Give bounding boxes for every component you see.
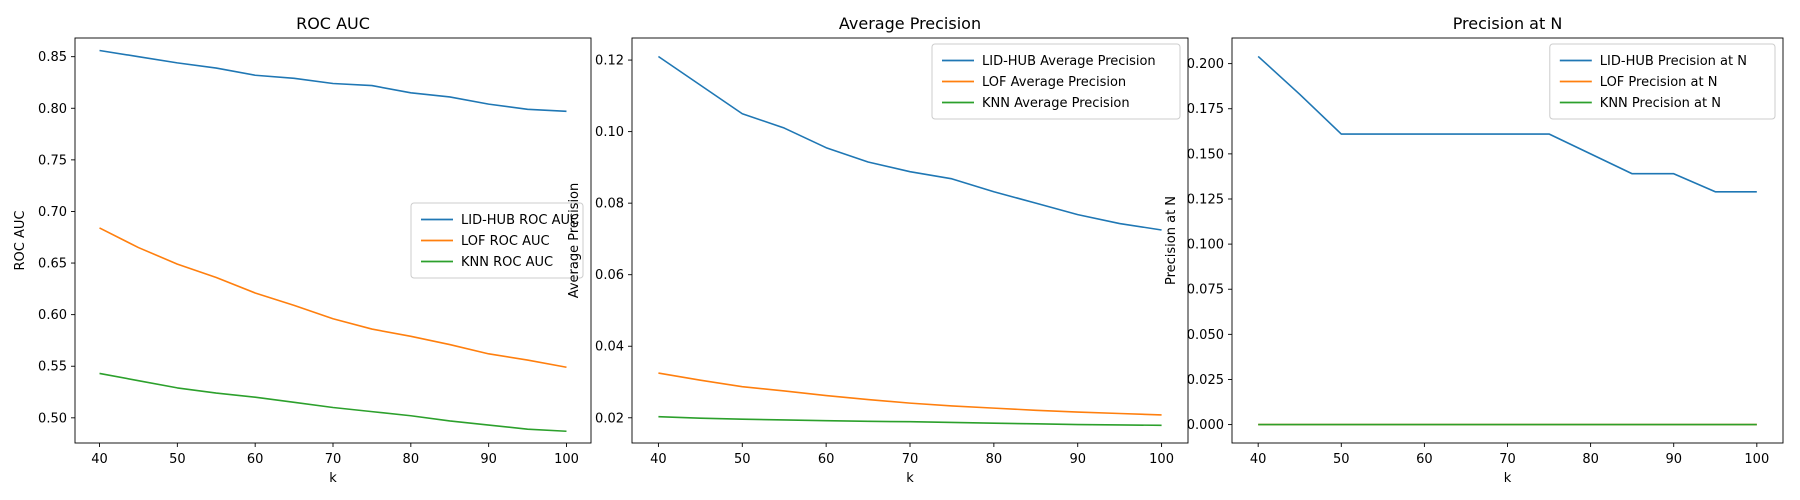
x-tick-label: 90 bbox=[1665, 452, 1682, 467]
chart-panel-1: ROC AUC 40 50 60 70 80 90 100 0.50 0.55 0.60 0.65 0.… bbox=[13, 14, 592, 486]
series-line bbox=[99, 372, 567, 433]
x-tick-label: 50 bbox=[1333, 452, 1350, 467]
y-tick-label: 0.02 bbox=[595, 411, 624, 426]
y-axis-label: ROC AUC bbox=[13, 211, 28, 271]
legend: LID-HUB Precision at N LOF Precision at N… bbox=[1549, 43, 1776, 120]
x-axis-label: k bbox=[1504, 471, 1512, 486]
legend-entry: LID-HUB Precision at N bbox=[1600, 54, 1747, 69]
y-tick-label: 0.85 bbox=[38, 50, 67, 65]
x-tick-label: 100 bbox=[1744, 452, 1769, 467]
x-tick-label: 100 bbox=[1149, 452, 1174, 467]
legend-frame bbox=[931, 43, 1181, 120]
legend-entry: KNN Average Precision bbox=[982, 96, 1130, 111]
y-tick-label: 0.80 bbox=[38, 102, 67, 117]
x-tick-label: 90 bbox=[480, 452, 497, 467]
legend-entry: LID-HUB ROC AUC bbox=[461, 213, 579, 228]
x-tick-label: 70 bbox=[1499, 452, 1516, 467]
x-tick-label: 60 bbox=[247, 452, 264, 467]
y-tick-label: 0.65 bbox=[38, 257, 67, 272]
x-tick-label: 60 bbox=[818, 452, 835, 467]
x-tick-label: 80 bbox=[986, 452, 1003, 467]
y-tick-label: 0.55 bbox=[38, 360, 67, 375]
x-axis-label: k bbox=[906, 471, 914, 486]
series-line bbox=[658, 415, 1162, 427]
legend-entry: LOF Precision at N bbox=[1600, 75, 1718, 90]
x-tick-label: 40 bbox=[650, 452, 667, 467]
chart-title: Precision at N bbox=[1453, 14, 1563, 33]
y-tick-label: 0.025 bbox=[1187, 373, 1224, 388]
y-tick-label: 0.08 bbox=[595, 197, 624, 212]
y-tick-label: 0.000 bbox=[1187, 418, 1224, 433]
x-tick-label: 80 bbox=[403, 452, 420, 467]
x-tick-label: 90 bbox=[1069, 452, 1086, 467]
x-tick-label: 40 bbox=[91, 452, 108, 467]
y-tick-label: 0.10 bbox=[595, 125, 624, 140]
y-tick-label: 0.175 bbox=[1187, 102, 1224, 117]
y-tick-label: 0.60 bbox=[38, 308, 67, 323]
series-line bbox=[658, 372, 1162, 416]
y-tick-label: 0.125 bbox=[1187, 192, 1224, 207]
legend: LID-HUB Average Precision LOF Average Pre… bbox=[931, 43, 1181, 120]
legend-entry: LOF ROC AUC bbox=[461, 234, 550, 249]
y-tick-label: 0.12 bbox=[595, 54, 624, 69]
legend-entry: KNN ROC AUC bbox=[461, 255, 553, 270]
series-line bbox=[657, 55, 1162, 231]
y-tick-label: 0.150 bbox=[1187, 147, 1224, 162]
x-tick-label: 100 bbox=[554, 452, 579, 467]
legend-entry: LID-HUB Average Precision bbox=[982, 54, 1156, 69]
y-tick-label: 0.200 bbox=[1187, 57, 1224, 72]
series-line bbox=[1257, 55, 1757, 193]
x-tick-label: 50 bbox=[169, 452, 186, 467]
x-tick-label: 70 bbox=[325, 452, 342, 467]
legend-frame bbox=[1549, 43, 1776, 120]
x-tick-label: 80 bbox=[1582, 452, 1599, 467]
x-axis-label: k bbox=[329, 471, 337, 486]
x-tick-label: 60 bbox=[1416, 452, 1433, 467]
y-tick-label: 0.050 bbox=[1187, 328, 1224, 343]
legend-entry: KNN Precision at N bbox=[1600, 96, 1721, 111]
y-tick-label: 0.75 bbox=[38, 153, 67, 168]
y-tick-label: 0.100 bbox=[1187, 238, 1224, 253]
y-axis-label: Average Precision bbox=[567, 183, 582, 299]
y-tick-label: 0.075 bbox=[1187, 283, 1224, 298]
x-tick-label: 40 bbox=[1250, 452, 1267, 467]
legend-frame bbox=[410, 202, 584, 279]
series-line bbox=[99, 49, 567, 113]
series-line bbox=[99, 227, 567, 369]
x-tick-label: 50 bbox=[734, 452, 751, 467]
chart-title: ROC AUC bbox=[296, 14, 370, 33]
legend-entry: LOF Average Precision bbox=[982, 75, 1126, 90]
chart-title: Average Precision bbox=[839, 14, 981, 33]
x-tick-label: 70 bbox=[902, 452, 919, 467]
chart-panel-3: Precision at N 40 50 60 70 80 90 100 0.000 0.025 0… bbox=[1164, 14, 1784, 486]
chart-panel-2: Average Precision 40 50 60 70 80 90 100 0.02 0.04… bbox=[567, 14, 1189, 486]
y-tick-label: 0.06 bbox=[595, 268, 624, 283]
y-tick-label: 0.04 bbox=[595, 340, 624, 355]
y-tick-label: 0.70 bbox=[38, 205, 67, 220]
legend: LID-HUB ROC AUC LOF ROC AUC KNN ROC AUC bbox=[410, 202, 584, 279]
y-tick-label: 0.50 bbox=[38, 411, 67, 426]
y-axis-label: Precision at N bbox=[1164, 196, 1179, 285]
